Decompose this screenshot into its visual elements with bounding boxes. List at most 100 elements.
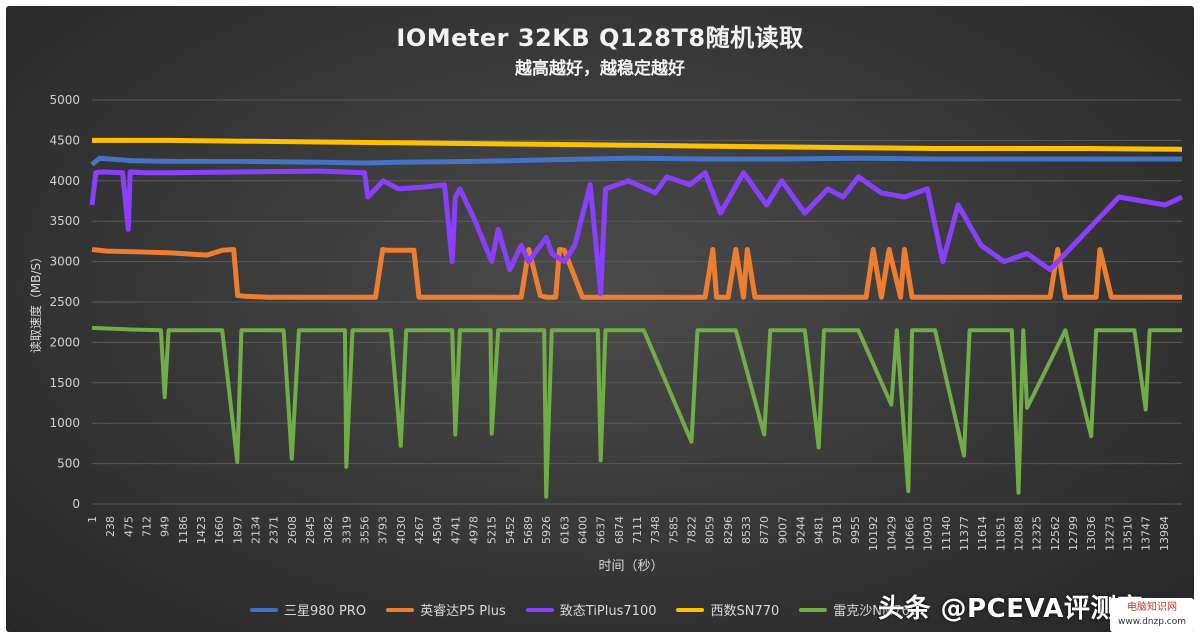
x-tick-label: 6637 (595, 516, 608, 544)
y-tick-label: 2500 (49, 295, 80, 309)
x-tick-label: 10903 (922, 516, 935, 551)
x-tick-label: 1897 (231, 516, 244, 544)
x-tick-label: 11377 (958, 516, 971, 551)
x-tick-label: 11140 (940, 516, 953, 551)
y-tick-label: 3000 (49, 255, 80, 269)
chart-background (6, 6, 1194, 632)
y-tick-label: 500 (57, 457, 80, 471)
x-tick-label: 3319 (340, 516, 353, 544)
chart-subtitle: 越高越好，越稳定越好 (515, 59, 685, 79)
x-tick-label: 8059 (704, 516, 717, 544)
legend-label: 雷克沙NM760 (833, 604, 919, 619)
x-tick-label: 12325 (1031, 516, 1044, 551)
x-tick-label: 1186 (177, 516, 190, 544)
x-tick-label: 10666 (904, 516, 917, 551)
x-tick-label: 6163 (558, 516, 571, 544)
x-tick-label: 7111 (631, 516, 644, 544)
x-tick-label: 6400 (577, 516, 590, 544)
series-line-0 (90, 155, 1182, 167)
x-tick-label: 3082 (322, 516, 335, 544)
x-tick-label: 5452 (504, 516, 517, 544)
x-tick-label: 9244 (795, 516, 808, 544)
chart-title: IOMeter 32KB Q128T8随机读取 (396, 24, 804, 52)
x-tick-label: 2134 (250, 516, 263, 544)
x-tick-label: 1660 (213, 516, 226, 544)
x-tick-label: 949 (159, 516, 172, 537)
x-tick-label: 3793 (377, 516, 390, 544)
y-tick-label: 1000 (49, 416, 80, 430)
series-line-2 (89, 168, 1184, 297)
y-tick-label: 2000 (49, 335, 80, 349)
x-tick-label: 12562 (1049, 516, 1062, 551)
x-axis-ticks: 1 238 475 712 949 1186 1423 1660 1897 2134 2371 260… (86, 516, 1171, 551)
watermark: 头条 @PCEVA评测室 (878, 594, 1144, 624)
y-tick-label: 0 (72, 497, 80, 511)
x-tick-label: 11614 (976, 516, 989, 551)
legend-item-2: 致态TiPlus7100 (525, 600, 657, 619)
y-tick-label: 4500 (49, 133, 80, 147)
x-tick-label: 12088 (1013, 516, 1026, 551)
x-tick-label: 2845 (304, 516, 317, 544)
legend-swatch (386, 607, 415, 612)
site-badge-text: 电脑知识网 (1127, 602, 1177, 613)
x-tick-label: 13036 (1085, 516, 1098, 551)
legend-label: 三星980 PRO (284, 604, 367, 619)
gridlines (92, 99, 1182, 505)
x-tick-label: 6874 (613, 516, 626, 544)
series-line-1 (91, 247, 1182, 300)
legend-label: 西数SN770 (710, 604, 780, 619)
x-tick-label: 5215 (486, 516, 499, 544)
x-tick-label: 12799 (1067, 516, 1080, 551)
x-tick-label: 13510 (1122, 516, 1135, 551)
site-badge-url: www.dnzp.com (1117, 617, 1187, 627)
y-tick-label: 3500 (49, 214, 80, 228)
x-tick-label: 8533 (740, 516, 753, 544)
x-tick-label: 11851 (994, 516, 1007, 551)
series-line-3 (92, 137, 1183, 152)
x-tick-label: 1 (86, 516, 99, 523)
site-badge: 电脑知识网 www.dnzp.com (1110, 598, 1194, 632)
y-axis-ticks: 0 500 1000 1500 2000 2500 3000 3500 4000 4500 5000 (49, 93, 80, 511)
y-tick-label: 5000 (49, 93, 80, 107)
legend-swatch (250, 607, 278, 612)
x-tick-label: 712 (141, 516, 154, 537)
x-tick-label: 9481 (813, 516, 826, 544)
x-tick-label: 7585 (667, 516, 680, 544)
y-axis-label: 读取速度（MB/S） (28, 251, 43, 353)
x-tick-label: 5926 (540, 516, 553, 544)
x-tick-label: 2608 (286, 516, 299, 544)
x-tick-label: 1423 (195, 516, 208, 544)
x-tick-label: 13984 (1158, 516, 1171, 551)
x-tick-label: 10429 (885, 516, 898, 551)
legend-swatch (799, 607, 828, 612)
x-tick-label: 13747 (1140, 516, 1153, 551)
x-tick-label: 238 (104, 516, 117, 537)
y-tick-label: 1500 (49, 376, 80, 390)
legend-item-3: 西数SN770 (676, 600, 779, 619)
x-tick-label: 3556 (359, 516, 372, 544)
x-tick-label: 9955 (849, 516, 862, 544)
x-tick-label: 9007 (776, 516, 789, 544)
x-tick-label: 4030 (395, 516, 408, 544)
x-tick-label: 9718 (831, 516, 844, 544)
x-tick-label: 4267 (413, 516, 426, 544)
x-tick-label: 4741 (449, 516, 462, 544)
x-tick-label: 13273 (1103, 516, 1116, 551)
x-tick-label: 8770 (758, 516, 771, 544)
y-tick-label: 4000 (49, 174, 80, 188)
legend-swatch (676, 607, 705, 612)
x-tick-label: 7348 (649, 516, 662, 544)
series-lines (89, 137, 1184, 499)
legend: 三星980 PRO 英睿达P5 Plus 致态TiPlus7100 西数SN770 雷克… (250, 600, 918, 619)
x-tick-label: 4504 (431, 516, 444, 544)
x-tick-label: 5689 (522, 516, 535, 544)
x-tick-label: 10192 (867, 516, 880, 551)
legend-label: 致态TiPlus7100 (559, 604, 657, 619)
x-tick-label: 475 (122, 516, 135, 537)
x-tick-label: 8296 (722, 516, 735, 544)
series-line-4 (91, 325, 1182, 499)
legend-swatch (525, 607, 554, 612)
x-tick-label: 2371 (268, 516, 281, 544)
x-tick-label: 7822 (686, 516, 699, 544)
